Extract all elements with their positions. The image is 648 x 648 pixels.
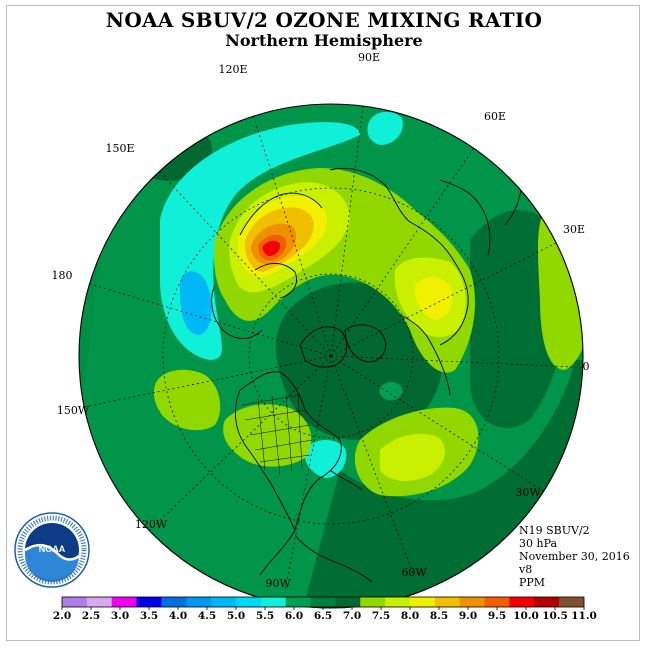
- colorbar-label: 3.5: [140, 610, 158, 622]
- colorbar-swatch: [211, 597, 237, 607]
- figure-frame: [6, 5, 640, 641]
- state-borders: [241, 392, 313, 476]
- colorbar-swatch: [509, 597, 535, 607]
- colorbar-label: 3.0: [111, 610, 129, 622]
- colorbar-label: 2.5: [82, 610, 100, 622]
- colorbar-swatch: [484, 597, 510, 607]
- colorbar-label: 11.0: [571, 610, 597, 622]
- colorbar-label: 10.0: [513, 610, 539, 622]
- colorbar-label: 4.0: [169, 610, 187, 622]
- longitude-label: 0: [583, 360, 590, 373]
- colorbar-swatch: [360, 597, 386, 607]
- info-version: v8: [519, 563, 533, 576]
- colorbar-label: 9.5: [488, 610, 506, 622]
- info-date: November 30, 2016: [519, 550, 630, 563]
- longitude-label: 90E: [358, 51, 380, 64]
- map-title: NOAA SBUV/2 OZONE MIXING RATIO: [105, 8, 543, 32]
- colorbar-swatch: [86, 597, 113, 607]
- info-satellite: N19 SBUV/2: [519, 524, 590, 537]
- colorbar-label: 5.0: [227, 610, 245, 622]
- longitude-label: 150W: [57, 404, 90, 417]
- colorbar-swatch: [459, 597, 485, 607]
- noaa-logo: NOAA: [14, 512, 90, 588]
- colorbar-swatch: [410, 597, 436, 607]
- coastlines: [211, 124, 522, 583]
- colorbar-label: 2.0: [53, 610, 71, 622]
- longitude-label: 30W: [515, 486, 541, 499]
- colorbar-label: 7.5: [372, 610, 390, 622]
- colorbar-swatch: [285, 597, 311, 607]
- colorbar-label: 6.0: [285, 610, 303, 622]
- colorbar-label: 8.5: [430, 610, 448, 622]
- longitude-label: 60E: [484, 110, 506, 123]
- colorbar-label: 7.0: [343, 610, 361, 622]
- colorbar-swatch: [434, 597, 461, 607]
- longitude-label: 120W: [135, 518, 168, 531]
- colorbar-swatch: [260, 597, 287, 607]
- colorbar-label: 6.5: [314, 610, 332, 622]
- colorbar-label: 5.5: [256, 610, 274, 622]
- longitude-label: 180: [52, 269, 73, 282]
- longitude-label: 150E: [105, 142, 134, 155]
- colorbar-swatch: [136, 597, 162, 607]
- colorbar-swatch: [62, 597, 88, 607]
- colorbar-swatch: [186, 597, 212, 607]
- colorbar-swatch: [559, 597, 585, 607]
- info-level: 30 hPa: [519, 537, 558, 550]
- colorbar-swatch: [236, 597, 262, 607]
- longitude-label: 120E: [218, 63, 247, 76]
- colorbar-swatch: [111, 597, 137, 607]
- colorbar-swatch: [385, 597, 411, 607]
- map-subtitle: Northern Hemisphere: [225, 31, 423, 50]
- colorbar-label: 10.5: [542, 610, 568, 622]
- logo-text: NOAA: [39, 544, 66, 554]
- colorbar-label: 9.0: [459, 610, 477, 622]
- info-units: PPM: [519, 576, 546, 589]
- graticule: [79, 104, 583, 591]
- globe-outline: [78, 103, 584, 609]
- longitude-labels: 90E 60E 30E 0 30W 60W 90W 120W 150W 180 150E 120E: [52, 51, 590, 590]
- colorbar-swatch: [310, 597, 336, 607]
- colorbar: 2.0 2.5 3.0 3.5 4.0 4.5 5.0 5.5 6.0 6.5 7.0 7.5 8.0 8…: [53, 596, 597, 622]
- longitude-label: 30E: [563, 223, 585, 236]
- colorbar-swatch: [335, 597, 361, 607]
- colorbar-label: 8.0: [401, 610, 419, 622]
- colorbar-label: 4.5: [198, 610, 216, 622]
- colorbar-swatch: [534, 597, 560, 607]
- longitude-label: 60W: [401, 566, 427, 579]
- longitude-label: 90W: [265, 577, 291, 590]
- colorbar-swatch: [161, 597, 187, 607]
